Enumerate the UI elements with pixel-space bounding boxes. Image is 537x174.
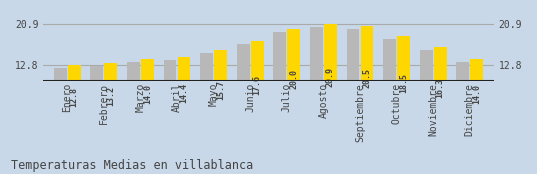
Text: 14.0: 14.0 [473,84,481,104]
Bar [54,68,67,129]
Text: 16.3: 16.3 [436,78,445,98]
Text: 14.0: 14.0 [143,84,152,104]
Text: 20.0: 20.0 [289,69,298,89]
Bar [127,62,140,129]
Text: Temperaturas Medias en villablanca: Temperaturas Medias en villablanca [11,159,253,172]
Bar [141,59,154,129]
Text: 15.7: 15.7 [216,80,225,100]
Bar [68,65,81,129]
Bar [104,63,117,129]
Text: 20.9: 20.9 [326,67,335,87]
Bar [200,53,213,129]
Bar [273,32,286,129]
Bar [310,27,323,129]
Bar [237,44,250,129]
Text: 18.5: 18.5 [399,73,408,93]
Bar [324,25,337,129]
Bar [164,60,177,129]
Bar [214,50,227,129]
Bar [470,59,483,129]
Bar [287,29,300,129]
Bar [420,50,433,129]
Text: 20.5: 20.5 [362,68,372,88]
Text: 13.2: 13.2 [106,86,115,106]
Bar [178,57,190,129]
Bar [456,62,469,129]
Bar [434,48,447,129]
Bar [397,37,410,129]
Bar [360,26,373,129]
Text: 17.6: 17.6 [252,75,262,95]
Text: 14.4: 14.4 [179,83,188,103]
Text: 12.8: 12.8 [70,87,78,107]
Bar [90,66,103,129]
Bar [251,41,264,129]
Bar [347,29,359,129]
Bar [383,39,396,129]
